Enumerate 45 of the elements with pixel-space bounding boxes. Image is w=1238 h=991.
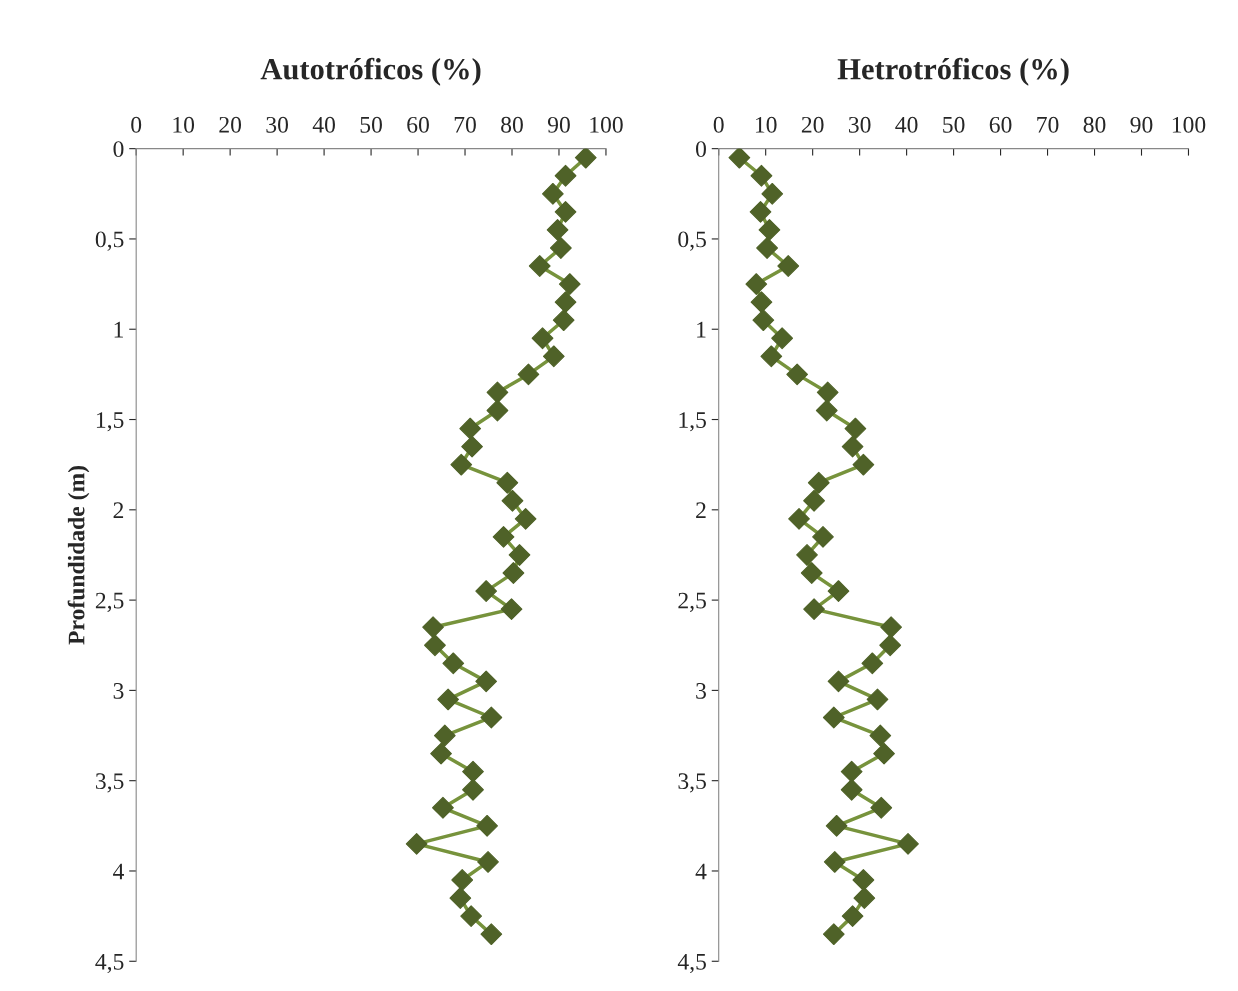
x-tick-label: 60: [407, 116, 429, 133]
x-tick-label: 30: [848, 116, 871, 133]
x-tick-label: 100: [590, 116, 623, 133]
y-tick-label: 4: [113, 863, 125, 880]
x-tick-label: 20: [219, 116, 242, 133]
y-tick-label: 1: [697, 321, 706, 338]
x-tick-label: 30: [266, 116, 289, 133]
y-tick-label: 0: [113, 141, 124, 158]
y-tick-label: 1: [114, 321, 123, 338]
x-tick-label: 0: [131, 116, 142, 133]
y-tick-label: 3,5: [678, 773, 706, 793]
x-tick-label: 80: [1083, 116, 1106, 133]
x-tick-label: 40: [895, 116, 918, 133]
y-tick-label: 0: [695, 141, 706, 158]
x-tick-label: 90: [1130, 116, 1153, 133]
x-tick-label: 60: [989, 116, 1012, 133]
y-tick-label: 2: [113, 502, 124, 519]
y-tick-label: 0,5: [678, 231, 706, 251]
chart-title: Hetrotróficos (%): [837, 57, 1069, 86]
x-tick-label: 90: [547, 116, 570, 133]
y-tick-label: 3: [113, 682, 124, 699]
x-tick-label: 70: [1037, 116, 1059, 133]
x-tick-label: 10: [755, 116, 777, 133]
x-tick-label: 40: [312, 116, 335, 133]
x-tick-label: 70: [454, 116, 476, 133]
y-axis-title: Profundidade (m): [67, 466, 90, 645]
y-tick-label: 4,5: [677, 953, 706, 974]
y-tick-label: 3,5: [95, 773, 124, 793]
y-tick-label: 2,5: [678, 592, 706, 612]
y-tick-label: 1,5: [96, 412, 124, 432]
y-tick-label: 4,5: [95, 953, 124, 974]
y-tick-label: 1,5: [679, 412, 706, 432]
y-tick-label: 3: [696, 682, 706, 699]
x-tick-label: 50: [360, 116, 382, 133]
x-tick-label: 100: [1172, 116, 1206, 133]
y-tick-label: 4: [695, 863, 707, 880]
x-tick-label: 0: [713, 116, 724, 133]
y-tick-label: 2,5: [95, 592, 124, 612]
y-tick-label: 2: [696, 502, 706, 519]
chart-title: Autotróficos (%): [260, 57, 481, 86]
x-tick-label: 20: [801, 116, 824, 133]
y-tick-label: 0,5: [95, 231, 124, 251]
x-tick-label: 10: [173, 116, 195, 133]
x-tick-label: 80: [501, 116, 523, 133]
x-tick-label: 50: [943, 116, 965, 133]
